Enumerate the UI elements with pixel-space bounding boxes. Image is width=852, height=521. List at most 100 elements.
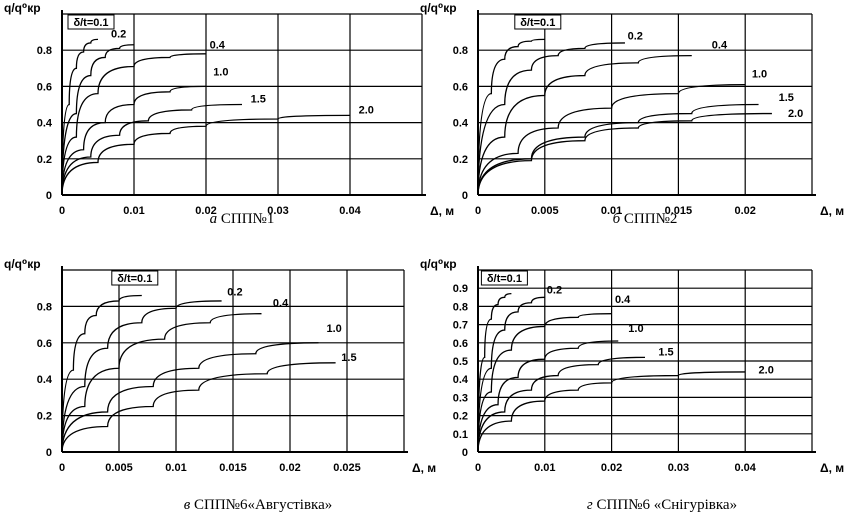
series-line-1_5 (61, 362, 336, 453)
series-line-0_2 (477, 42, 625, 196)
y-tick-label: 0.4 (453, 118, 469, 130)
panel-caption: а СПП№1 (210, 211, 275, 227)
panel-caption-letter: б (613, 211, 624, 227)
curve-label: 1.5 (251, 94, 266, 106)
legend-box (111, 270, 159, 286)
curve-label: 1.5 (779, 92, 794, 104)
legend-box-label: δ/t=0.1 (73, 17, 108, 29)
x-tick-label: 0.04 (734, 462, 756, 474)
y-tick-label: 0.6 (453, 81, 468, 93)
curve-label: 0.4 (712, 39, 728, 51)
curve-label: 2.0 (359, 105, 374, 117)
x-tick-label: 0.01 (534, 462, 555, 474)
series-line-0_4 (61, 313, 262, 453)
series-line-0_1 (61, 38, 99, 196)
y-tick-label: 0.2 (453, 154, 468, 166)
x-tick-label: 0.015 (219, 462, 247, 474)
y-tick-label: 0 (462, 190, 468, 202)
series-line-0_1 (61, 294, 142, 453)
curve-label: 1.0 (752, 68, 767, 80)
series-line-1_5 (61, 103, 243, 196)
x-tick-label: 0.01 (123, 205, 144, 217)
y-tick-label: 0.4 (37, 374, 53, 386)
curve-label: 0.4 (615, 294, 631, 306)
chart-panel-4: 0 0.1 0.2 0.3 0.4 0.5 0.6 0.7 0.8 0.9 0 0.01 0.02 0.0… (420, 257, 844, 513)
series-line-2_0 (477, 112, 772, 196)
x-axis-label: Δ, м (820, 461, 844, 475)
x-tick-label: 0.02 (279, 462, 300, 474)
y-tick-label: 0.6 (37, 338, 52, 350)
x-tick-label: 0 (59, 462, 65, 474)
series-line-0_4 (477, 54, 692, 196)
y-tick-label: 0.6 (37, 81, 52, 93)
y-tick-label: 0.8 (453, 301, 468, 313)
legend-box-label: δ/t=0.1 (520, 17, 555, 29)
curve-label: 2.0 (759, 365, 774, 377)
y-tick-label: 0 (46, 447, 52, 459)
curve-label: 0.2 (547, 285, 562, 297)
panel-caption-letter: а (210, 211, 221, 227)
y-axis-label: q/q⁰кр (420, 1, 457, 15)
y-tick-label: 0.6 (453, 338, 468, 350)
x-tick-label: 0.03 (267, 205, 288, 217)
x-tick-label: 0 (475, 205, 481, 217)
y-tick-label: 0.1 (453, 429, 468, 441)
y-tick-label: 0.2 (453, 411, 468, 423)
y-tick-label: 0.7 (453, 320, 468, 332)
y-axis-label: q/q⁰кр (4, 257, 41, 271)
x-tick-label: 0 (475, 462, 481, 474)
panel-caption: б СПП№2 (613, 211, 678, 227)
curve-label: 0.2 (111, 29, 126, 41)
x-axis-label: Δ, м (412, 461, 436, 475)
x-tick-label: 0.01 (601, 205, 622, 217)
curve-label: 1.5 (341, 352, 356, 364)
series-line-2_0 (61, 114, 351, 196)
series-line-1_0 (61, 342, 319, 453)
x-axis-label: Δ, м (430, 204, 454, 218)
series-line-2_0 (477, 371, 746, 453)
series-line-1_5 (477, 103, 759, 196)
panel-caption: в СПП№6«Августівка» (184, 497, 333, 513)
series-line-0_2 (477, 296, 545, 453)
x-tick-label: 0.02 (195, 205, 216, 217)
y-tick-label: 0.2 (37, 411, 52, 423)
panel-caption-letter: г (587, 497, 597, 513)
y-tick-label: 0.4 (453, 374, 469, 386)
legend-box (480, 270, 528, 286)
chart-panel-1: 0 0.2 0.4 0.6 0.8 0 0.01 0.02 0.03 0.04 q/q⁰кр Δ, м… (4, 1, 454, 227)
y-tick-label: 0.8 (37, 45, 52, 57)
chart-panel-3: 0 0.2 0.4 0.6 0.8 0 0.005 0.01 0.015 0.02 0.025 q/q… (4, 257, 436, 513)
curve-label: 1.0 (628, 323, 643, 335)
curve-label: 0.2 (227, 286, 242, 298)
x-tick-label: 0.02 (734, 205, 755, 217)
curve-label: 2.0 (788, 108, 803, 120)
series-line-0_1 (477, 38, 545, 196)
legend-box-label: δ/t=0.1 (487, 273, 522, 285)
series-line-0_1 (477, 293, 512, 453)
y-axis-label: q/q⁰кр (420, 257, 457, 271)
curve-label: 0.4 (210, 39, 226, 51)
series-line-1_0 (477, 83, 746, 196)
legend-box (67, 14, 115, 30)
y-tick-label: 0.5 (453, 356, 468, 368)
legend-box (514, 14, 562, 30)
x-axis-label: Δ, м (820, 204, 844, 218)
panel-caption: г СПП№6 «Снігурівка» (587, 497, 737, 513)
series-line-1_0 (61, 85, 207, 196)
x-tick-label: 0.015 (665, 205, 693, 217)
y-tick-label: 0.9 (453, 283, 468, 295)
y-tick-label: 0 (462, 447, 468, 459)
panel-caption-letter: в (184, 497, 194, 513)
series-line-0_4 (61, 53, 207, 196)
panel-caption-text: СПП№1 (221, 211, 274, 227)
panel-caption-text: СПП№6«Августівка» (194, 497, 332, 513)
series-line-0_2 (61, 300, 222, 453)
curve-label: 0.2 (628, 30, 643, 42)
y-axis-label: q/q⁰кр (4, 1, 41, 15)
series-line-1_5 (477, 356, 646, 453)
y-tick-label: 0.8 (453, 45, 468, 57)
x-tick-label: 0.005 (105, 462, 133, 474)
y-tick-label: 0.3 (453, 392, 468, 404)
y-tick-label: 0.2 (37, 154, 52, 166)
